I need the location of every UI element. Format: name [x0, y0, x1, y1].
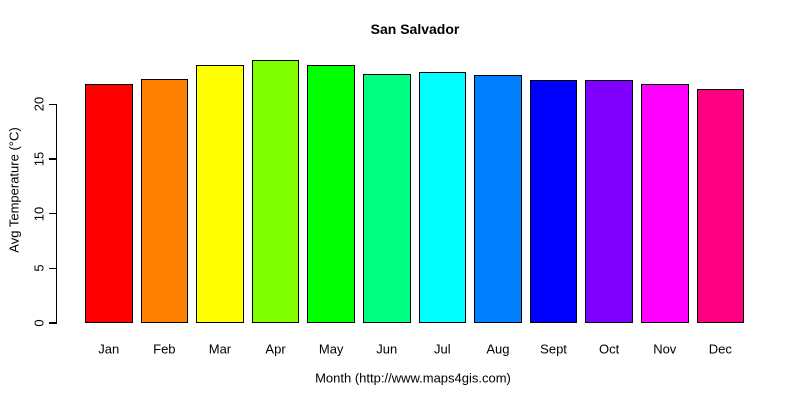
bar-mar [196, 65, 244, 323]
bar-jun [363, 73, 411, 323]
chart-title: San Salvador [370, 21, 460, 37]
y-tick-mark [48, 322, 56, 324]
x-tick-label-jul: Jul [434, 341, 451, 357]
bar-sept [529, 80, 578, 323]
bar-nov [641, 83, 689, 323]
y-tick-label: 20 [31, 97, 47, 112]
bar-jul [418, 71, 467, 323]
y-tick-mark [48, 212, 56, 215]
x-tick-label-feb: Feb [153, 341, 176, 357]
x-tick-label-aug: Aug [486, 341, 510, 357]
x-tick-label-nov: Nov [653, 341, 677, 357]
x-tick-label-sept: Sept [540, 341, 567, 357]
y-axis-label: Avg Temperature (°C) [6, 127, 22, 253]
bar-dec [696, 89, 745, 323]
x-tick-label-jun: Jun [376, 341, 398, 357]
y-tick-label: 0 [31, 319, 47, 327]
x-tick-label-apr: Apr [265, 341, 286, 357]
y-tick-label: 15 [31, 151, 47, 167]
bar-jan [85, 83, 133, 323]
bar-oct [585, 80, 633, 323]
bar-feb [140, 79, 189, 323]
x-tick-label-mar: Mar [208, 341, 232, 357]
x-tick-label-jan: Jan [98, 341, 120, 357]
bar-may [307, 65, 355, 323]
y-tick-label: 10 [31, 206, 47, 221]
y-axis-line [55, 104, 57, 325]
y-tick-mark [48, 158, 56, 160]
bar-aug [474, 74, 522, 323]
y-tick-mark [48, 103, 56, 106]
x-tick-label-dec: Dec [708, 341, 732, 357]
bar-apr [251, 59, 300, 323]
y-tick-mark [48, 267, 56, 270]
x-tick-label-oct: Oct [599, 341, 620, 357]
x-axis-label: Month (http://www.maps4gis.com) [315, 370, 511, 386]
y-tick-label: 5 [31, 264, 47, 272]
x-tick-label-may: May [318, 341, 344, 357]
